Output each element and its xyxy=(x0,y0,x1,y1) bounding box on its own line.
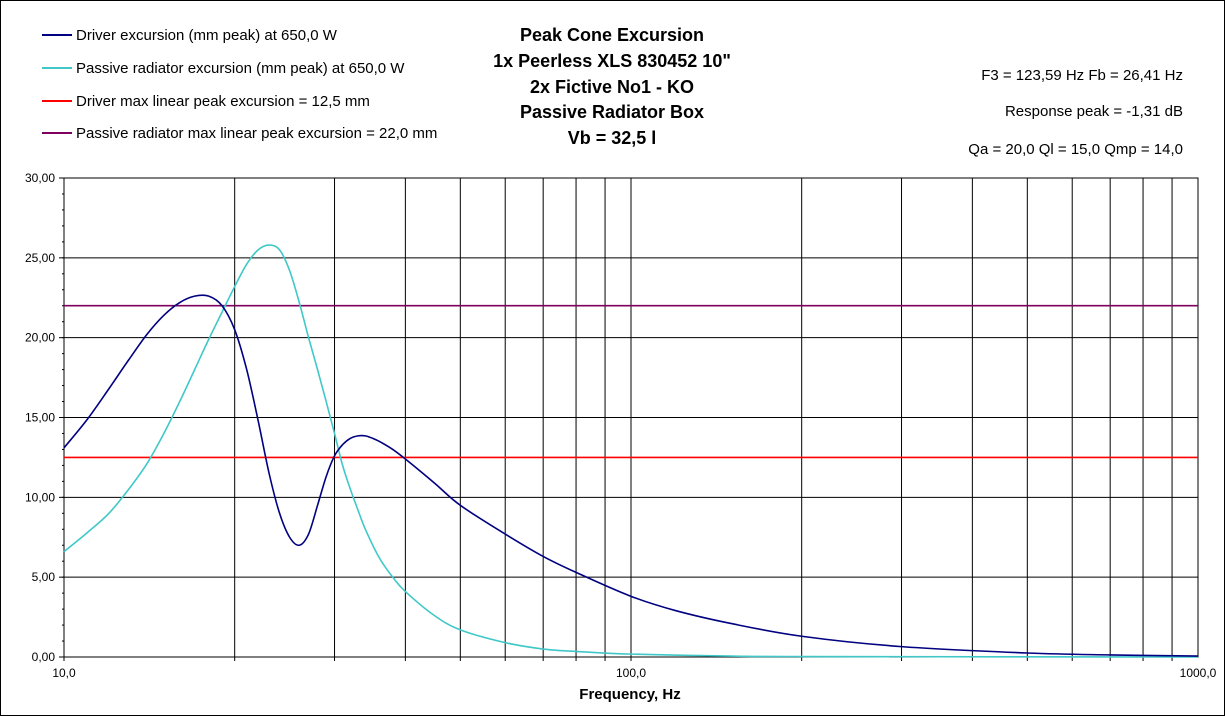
legend-label-passive: Passive radiator excursion (mm peak) at … xyxy=(76,60,405,77)
legend-label-driver-max: Driver max linear peak excursion = 12,5 … xyxy=(76,93,370,110)
legend-label-driver: Driver excursion (mm peak) at 650,0 W xyxy=(76,27,338,44)
y-tick-labels: 0,00 5,00 10,00 15,00 20,00 25,00 30,00 xyxy=(25,171,55,664)
chart-title: Peak Cone Excursion 1x Peerless XLS 8304… xyxy=(493,25,731,148)
x-axis-title: Frequency, Hz xyxy=(579,686,680,703)
title-line-3: 2x Fictive No1 - KO xyxy=(530,77,694,97)
x-tick-label: 100,0 xyxy=(616,666,646,680)
y-tick-label: 25,00 xyxy=(25,251,55,265)
title-line-5: Vb = 32,5 l xyxy=(568,128,657,148)
x-tick-label: 10,0 xyxy=(52,666,76,680)
info-response-peak: Response peak = -1,31 dB xyxy=(1005,103,1183,120)
info-f3-fb: F3 = 123,59 Hz Fb = 26,41 Hz xyxy=(981,67,1183,84)
y-tick-label: 30,00 xyxy=(25,171,55,185)
series-passive-radiator-excursion xyxy=(63,244,1199,658)
y-tick-label: 10,00 xyxy=(25,490,55,504)
legend: Driver excursion (mm peak) at 650,0 W Pa… xyxy=(42,27,437,142)
y-tick-label: 20,00 xyxy=(25,331,55,345)
info-q-values: Qa = 20,0 Ql = 15,0 Qmp = 14,0 xyxy=(968,141,1183,158)
x-tick-label: 1000,0 xyxy=(1180,666,1217,680)
legend-label-passive-max: Passive radiator max linear peak excursi… xyxy=(76,125,437,142)
y-tick-label: 0,00 xyxy=(32,650,56,664)
series-driver-excursion xyxy=(63,294,1199,657)
y-tick-label: 5,00 xyxy=(32,570,56,584)
title-line-1: Peak Cone Excursion xyxy=(520,25,704,45)
info-block: F3 = 123,59 Hz Fb = 26,41 Hz Response pe… xyxy=(968,67,1183,158)
title-line-2: 1x Peerless XLS 830452 10" xyxy=(493,51,731,71)
x-tick-labels: 10,0 100,0 1000,0 xyxy=(52,666,1216,680)
series-group xyxy=(63,244,1199,658)
y-tick-label: 15,00 xyxy=(25,411,55,425)
title-line-4: Passive Radiator Box xyxy=(520,102,704,122)
